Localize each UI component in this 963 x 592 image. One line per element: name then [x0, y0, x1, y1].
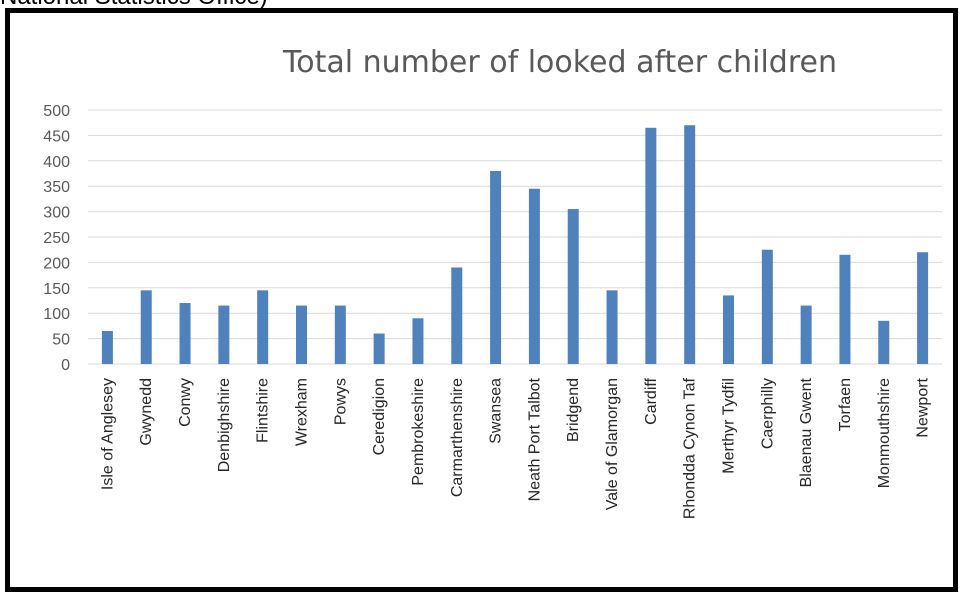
bars	[101, 125, 929, 365]
x-tick-label: Powys	[332, 378, 349, 425]
x-tick-label: Rhondda Cynon Taf	[682, 377, 699, 519]
x-tick-label: Caerphilly	[759, 378, 776, 449]
y-axis: 0 50 100 150 200 250 300 350 400 450 500	[43, 103, 70, 374]
y-tick-label: 50	[52, 332, 70, 349]
bar	[451, 267, 463, 364]
x-tick-label: Vale of Glamorgan	[604, 378, 621, 510]
y-tick-label: 200	[43, 255, 70, 272]
bar	[140, 290, 152, 364]
y-tick-label: 400	[43, 154, 70, 171]
caption-fragment: National Statistics Office)	[0, 0, 268, 9]
bar	[723, 295, 734, 364]
x-tick-label: Conwy	[177, 378, 194, 427]
bar	[878, 320, 890, 364]
bar	[761, 249, 773, 364]
x-tick-label: Ceredigion	[371, 378, 388, 455]
gridlines	[88, 109, 942, 365]
x-tick-label: Flintshire	[255, 378, 272, 443]
x-tick-label: Pembrokeshire	[410, 378, 427, 486]
bar	[179, 303, 191, 364]
chart-title: Total number of looked after children	[282, 45, 837, 80]
x-tick-label: Cardiff	[643, 377, 660, 424]
bar	[334, 305, 346, 364]
x-tick-label: Bridgend	[565, 378, 582, 442]
bar	[101, 330, 113, 364]
bar	[412, 318, 424, 364]
y-tick-label: 0	[61, 357, 70, 374]
bar	[296, 305, 307, 364]
bar	[645, 127, 657, 364]
x-tick-label: Neath Port Talbot	[526, 377, 543, 501]
x-tick-label: Isle of Anglesey	[99, 378, 116, 490]
y-tick-label: 300	[43, 205, 70, 222]
bar	[684, 125, 696, 365]
y-tick-label: 150	[43, 281, 70, 298]
x-tick-label: Merthyr Tydfil	[721, 378, 738, 474]
bar	[800, 305, 812, 364]
x-tick-label: Swansea	[488, 378, 505, 444]
y-tick-label: 450	[43, 128, 70, 145]
x-tick-label: Monmouthshire	[876, 378, 893, 488]
x-tick-label: Blaenau Gwent	[798, 377, 815, 487]
x-tick-label: Torfaen	[837, 378, 854, 431]
y-tick-label: 500	[43, 103, 70, 120]
bar	[218, 305, 230, 364]
bar	[257, 290, 269, 364]
bar	[490, 170, 502, 364]
y-tick-label: 350	[43, 179, 70, 196]
bar	[528, 188, 540, 364]
y-tick-label: 100	[43, 306, 70, 323]
x-tick-label: Wrexham	[294, 378, 311, 446]
bar	[606, 290, 618, 364]
x-tick-label: Gwynedd	[138, 378, 155, 446]
bar	[839, 254, 851, 364]
chart-frame	[5, 8, 958, 592]
y-tick-label: 250	[43, 230, 70, 247]
x-tick-label: Newport	[915, 377, 932, 437]
bar	[373, 333, 385, 364]
bar	[567, 209, 579, 364]
x-tick-label: Carmarthenshire	[449, 378, 466, 497]
x-axis: Isle of Anglesey Gwynedd Conwy Denbighshire…	[99, 377, 931, 519]
bar	[917, 252, 929, 364]
x-tick-label: Denbighshire	[216, 378, 233, 472]
